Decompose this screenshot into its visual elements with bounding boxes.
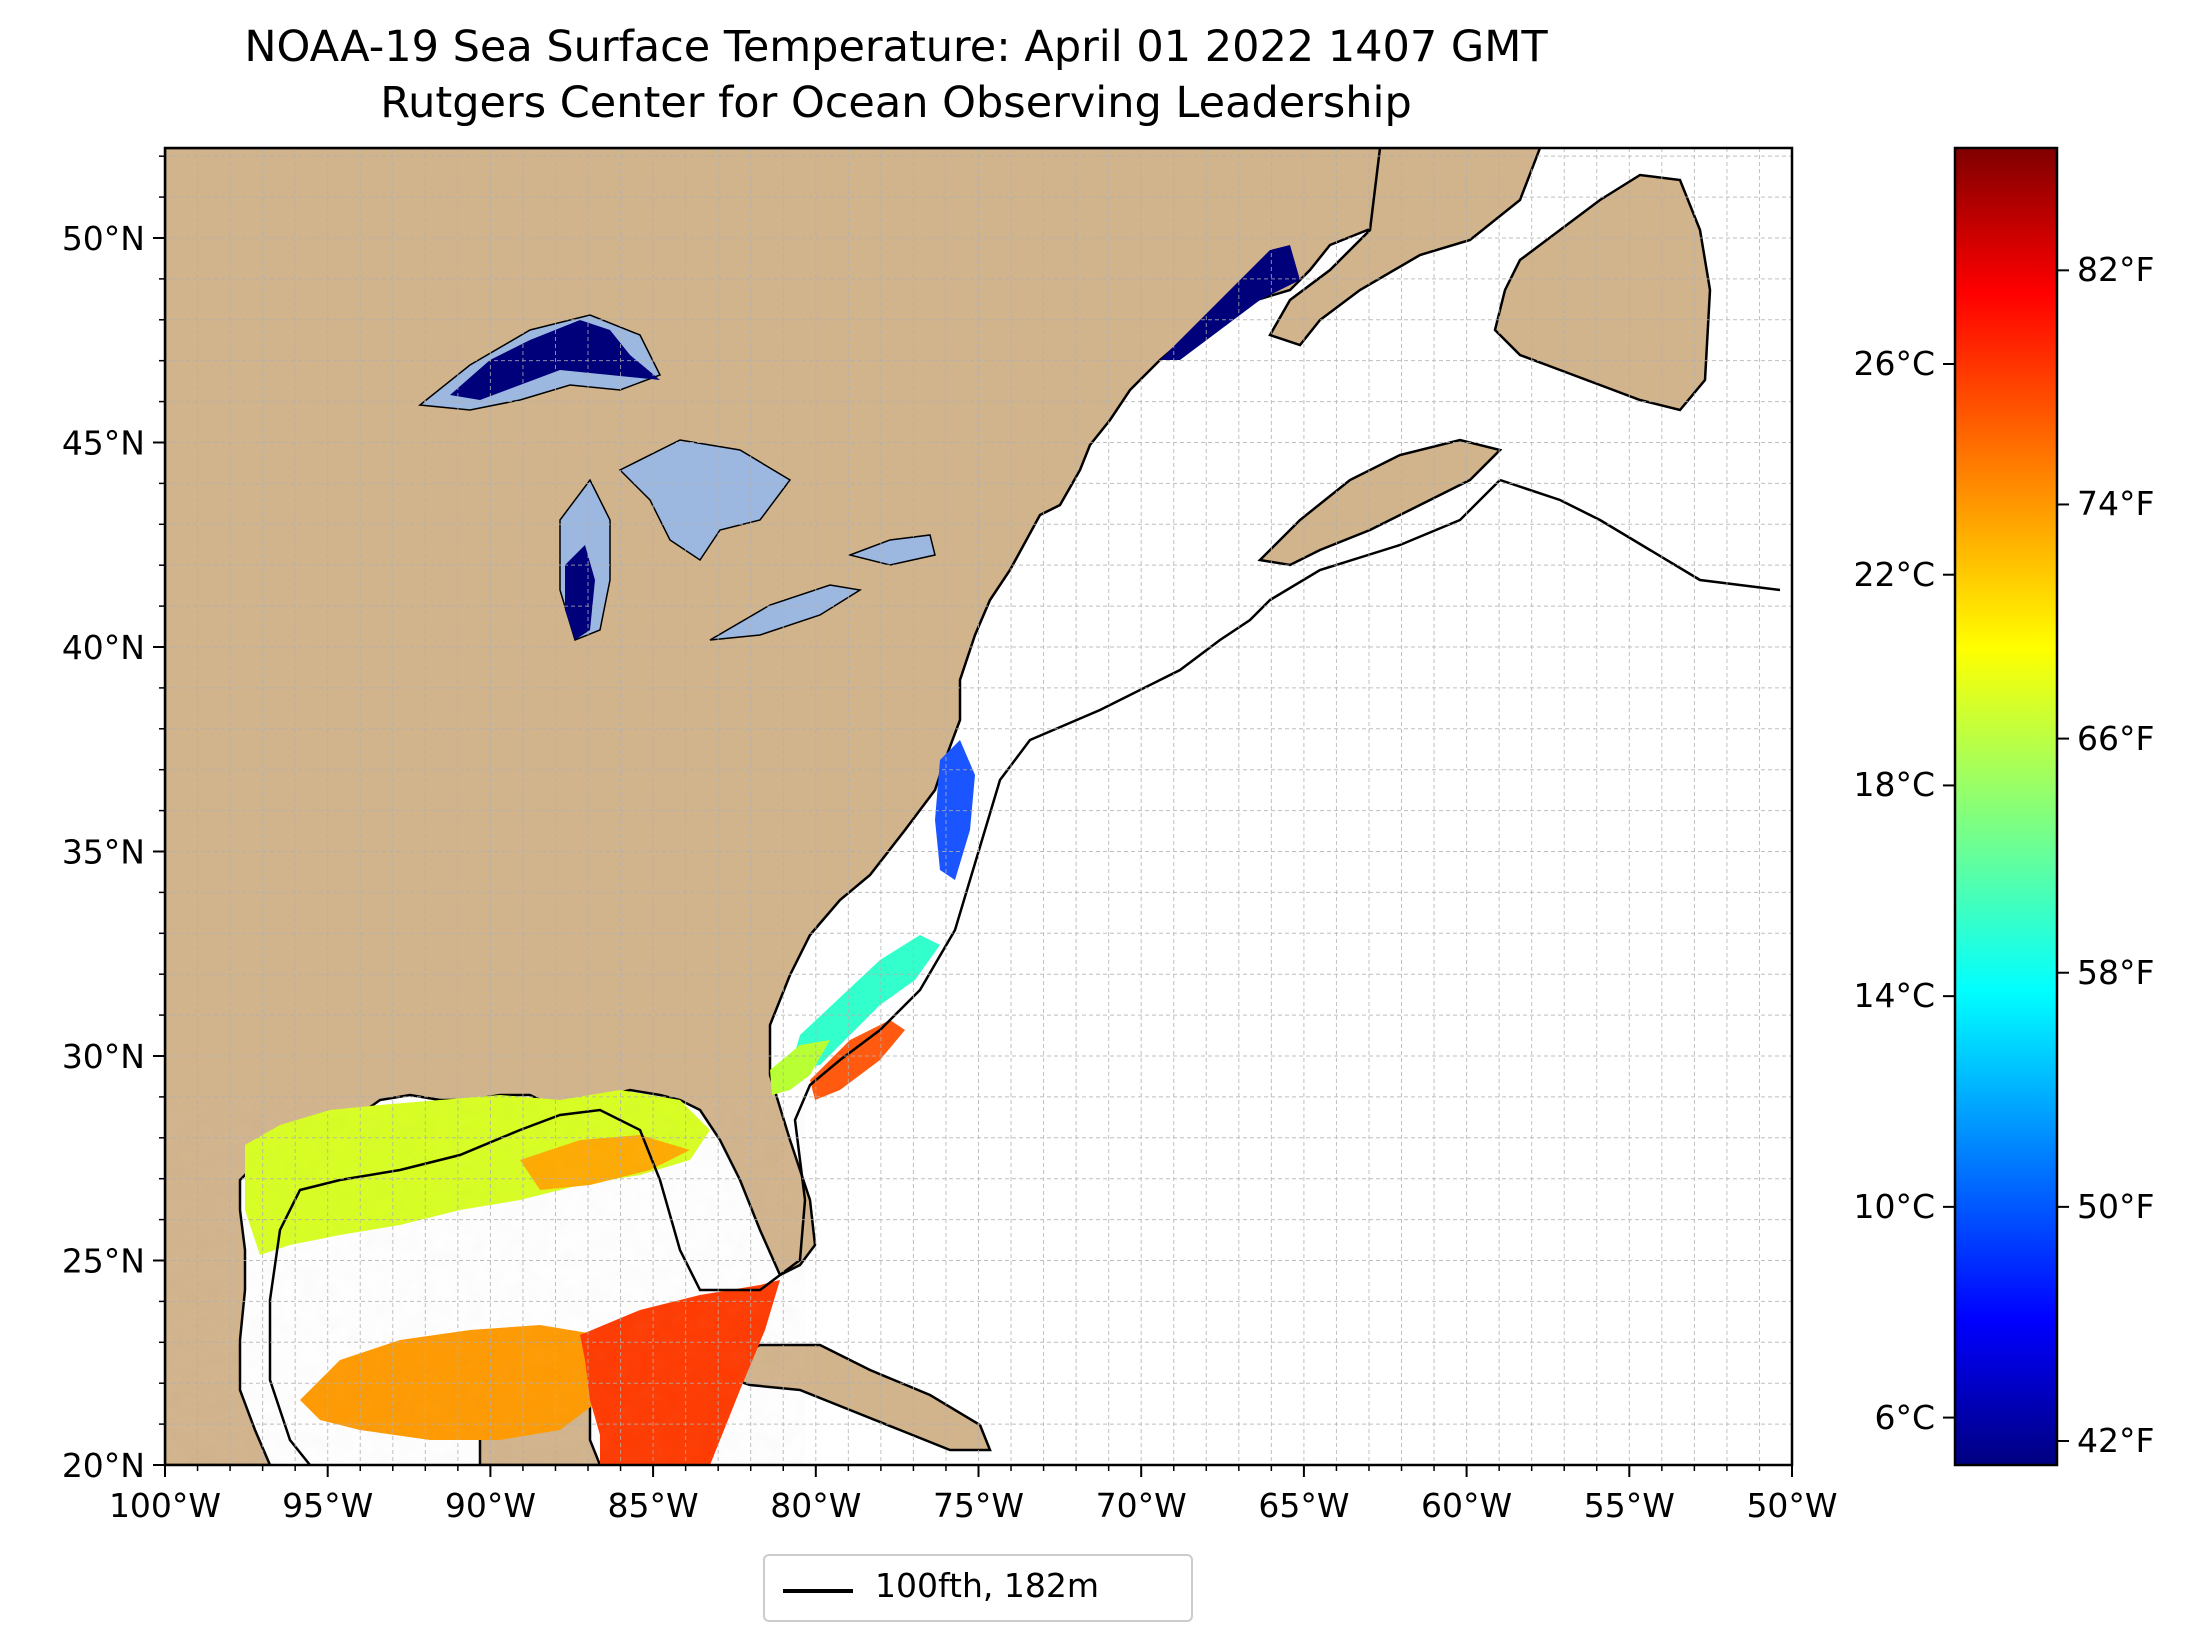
map-area	[165, 148, 1792, 1465]
legend-line-swatch	[783, 1589, 853, 1593]
colorbar-celsius-label: 18°C	[1853, 765, 1935, 805]
colorbar-fahrenheit-label: 82°F	[2077, 250, 2155, 290]
land-newfoundland	[1493, 173, 1712, 412]
lon-tick-label: 85°W	[608, 1486, 699, 1525]
lon-tick-label: 60°W	[1421, 1486, 1512, 1525]
colorbar-fahrenheit-label: 74°F	[2077, 484, 2155, 524]
lon-tick-label: 65°W	[1258, 1486, 1349, 1525]
lake-erie	[709, 584, 863, 641]
sst-st-lawrence-cold	[1160, 245, 1300, 360]
lat-tick-label: 35°N	[62, 832, 145, 871]
sst-georgia-shelf	[770, 1040, 830, 1095]
lon-tick-label: 50°W	[1746, 1486, 1837, 1525]
map-title: NOAA-19 Sea Surface Temperature: April 0…	[244, 22, 1548, 72]
colorbar-ticks	[1943, 269, 2069, 1443]
sst-carolina-shelf	[790, 935, 940, 1070]
lon-tick-label: 100°W	[109, 1486, 221, 1525]
map-subtitle: Rutgers Center for Ocean Observing Leade…	[380, 78, 1412, 128]
colorbar-celsius-label: 26°C	[1853, 343, 1935, 383]
lake-huron	[618, 439, 792, 562]
colorbar-fahrenheit-label: 58°F	[2077, 952, 2155, 992]
colorbar-celsius-label: 10°C	[1853, 1186, 1935, 1226]
lon-tick-label: 90°W	[445, 1486, 536, 1525]
colorbar-celsius-label: 22°C	[1853, 554, 1935, 594]
lat-tick-label: 50°N	[62, 219, 145, 258]
map-grid	[164, 148, 1793, 1466]
sst-chesapeake	[935, 740, 975, 880]
lon-tick-label: 75°W	[933, 1486, 1024, 1525]
sst-texture	[165, 1100, 805, 1465]
lon-tick-label: 55°W	[1584, 1486, 1675, 1525]
colorbar-celsius-label: 6°C	[1874, 1397, 1935, 1437]
map-ticks: 100°W 95°W 90°W 85°W 80°W 75°W 70°W 65°W 60°W 55°…	[62, 155, 1838, 1525]
colorbar-fahrenheit-label: 66°F	[2077, 718, 2155, 758]
colorbar	[1953, 146, 2059, 1467]
legend: 100fth, 182m	[763, 1554, 1193, 1622]
lat-tick-label: 30°N	[62, 1037, 145, 1076]
colorbar-fahrenheit-label: 42°F	[2077, 1421, 2155, 1460]
lon-tick-label: 70°W	[1096, 1486, 1187, 1525]
lat-tick-label: 45°N	[62, 423, 145, 462]
lat-tick-label: 40°N	[62, 628, 145, 667]
lon-tick-label: 95°W	[282, 1486, 373, 1525]
sst-lake-michigan-cold	[565, 545, 595, 640]
lat-tick-label: 25°N	[62, 1241, 145, 1280]
lat-tick-label: 20°N	[62, 1446, 145, 1485]
legend-label: 100fth, 182m	[875, 1566, 1099, 1605]
lon-tick-label: 80°W	[770, 1486, 861, 1525]
colorbar-fahrenheit-label: 50°F	[2077, 1186, 2155, 1226]
land-nova-scotia	[1257, 438, 1503, 567]
colorbar-celsius-label: 14°C	[1853, 976, 1935, 1016]
